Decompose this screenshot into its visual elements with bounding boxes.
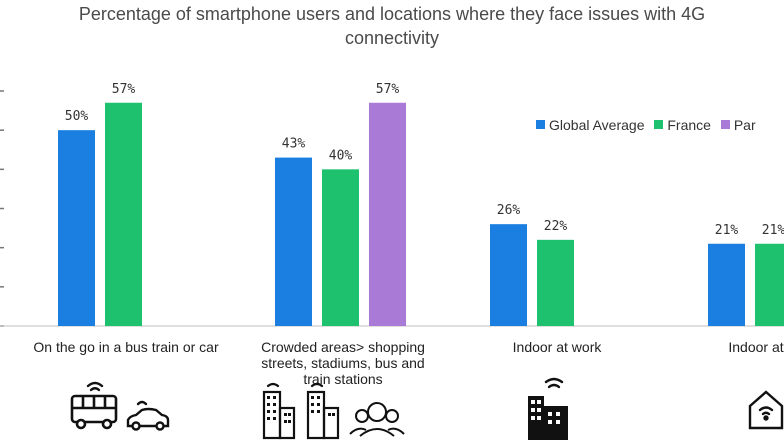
legend-label: Global Average: [549, 116, 645, 133]
legend-item-global-average: Global Average: [536, 117, 644, 133]
category-0-icons: [70, 381, 170, 431]
crowd-icon: [349, 402, 405, 437]
chart-title-line-1: Percentage of smartphone users and locat…: [78, 4, 706, 24]
data-label: 57%: [376, 82, 400, 97]
legend: Global Average France Par: [536, 116, 762, 133]
category-label: train stations: [303, 371, 382, 387]
bar: [275, 157, 312, 326]
bar: [58, 130, 95, 326]
legend-label: France: [667, 116, 711, 133]
home-wifi-icon: [748, 390, 784, 430]
building-icon: [262, 382, 296, 440]
car-icon: [126, 400, 170, 431]
bar: [105, 102, 142, 326]
legend-swatch: [536, 120, 545, 129]
data-labels-group: 50% 57% 43% 40% 57% 26% 22% 21% 21%: [65, 82, 784, 238]
legend-swatch: [720, 120, 730, 129]
data-label: 43%: [282, 137, 306, 152]
legend-label: Par: [733, 116, 756, 133]
data-label: 50%: [65, 109, 89, 124]
data-label: 40%: [329, 148, 353, 163]
data-label: 21%: [715, 223, 739, 238]
category-2-icons: [528, 377, 568, 440]
category-label: streets, stadiums, bus and: [261, 355, 424, 371]
category-labels-group: On the go in a bus train or car Crowded a…: [33, 339, 783, 387]
category-1-icons: [262, 382, 405, 440]
data-label: 57%: [112, 82, 136, 97]
bar: [755, 243, 784, 326]
data-label: 26%: [497, 203, 521, 218]
category-label: On the go in a bus train or car: [33, 339, 219, 355]
category-label: Indoor at work: [513, 339, 603, 355]
data-label: 22%: [544, 219, 568, 234]
category-label: Indoor at: [728, 339, 783, 355]
wifi-icon: [86, 381, 104, 392]
bus-icon: [70, 394, 118, 430]
category-label: Crowded areas> shopping: [261, 339, 425, 355]
bar: [369, 102, 406, 326]
bar: [537, 239, 574, 326]
chart-title-line-2: connectivity: [344, 28, 440, 48]
bars-group: [58, 102, 784, 326]
office-building-icon: [528, 377, 568, 440]
legend-item-par: Par: [720, 116, 756, 133]
legend-swatch: [654, 120, 664, 129]
bar: [322, 169, 359, 326]
bar: [490, 224, 527, 326]
chart-title: Percentage of smartphone users and locat…: [0, 2, 784, 50]
data-label: 21%: [762, 223, 784, 238]
category-3-icons: [748, 390, 784, 430]
bar: [708, 243, 745, 326]
building-icon: [306, 382, 340, 440]
legend-item-france: France: [654, 117, 711, 133]
y-axis-ticks: [0, 90, 4, 327]
